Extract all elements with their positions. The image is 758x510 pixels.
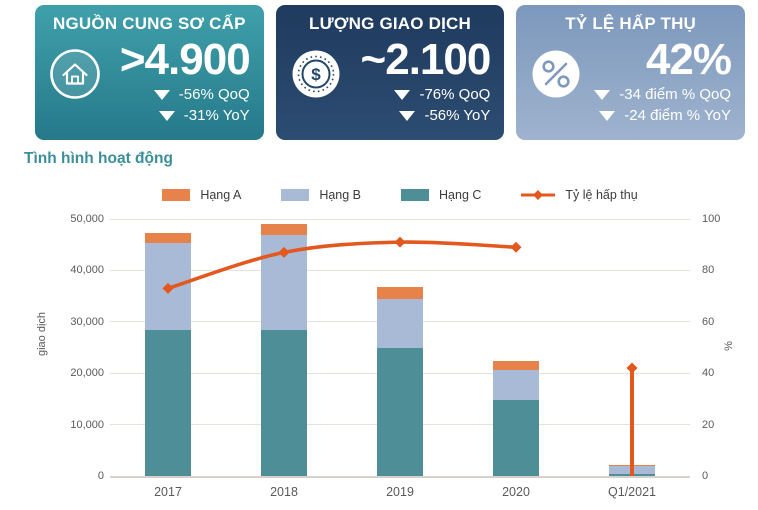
card-value: ~2.100	[360, 35, 492, 84]
kpi-cards: NGUỒN CUNG SƠ CẤP >4.900 -56% QoQ	[35, 5, 746, 140]
legend-line-marker	[521, 190, 556, 200]
x-tick-label: 2018	[270, 485, 298, 499]
decrease-icon	[394, 89, 411, 100]
legend-swatch	[281, 189, 310, 201]
x-tick-label: 2020	[502, 485, 530, 499]
card-change-yoy: -56% YoY	[342, 106, 491, 125]
gridline	[110, 218, 690, 220]
y-tick-left: 20,000	[70, 367, 104, 380]
y-tick-right: 0	[702, 470, 709, 482]
line-marker	[394, 236, 406, 248]
card-change-qoq: -34 điểm % QoQ	[582, 86, 731, 104]
y-tick-right: 80	[702, 264, 715, 277]
decrease-icon	[158, 110, 175, 121]
svg-text:$: $	[311, 65, 321, 84]
section-title: Tình hình hoạt động	[24, 150, 173, 167]
bar-segment-hạng-b	[377, 299, 423, 349]
card-title: TỶ LỆ HẤP THỤ	[565, 14, 697, 33]
bar-segment-hạng-c	[261, 330, 307, 476]
y-tick-left: 50,000	[70, 213, 104, 225]
y-tick-left: 30,000	[70, 315, 104, 328]
bar-segment-hạng-a	[145, 232, 191, 244]
card-title: LƯỢNG GIAO DỊCH	[309, 14, 471, 33]
legend-label: Hạng C	[439, 188, 482, 202]
plot-area	[110, 218, 690, 478]
card-change-label: -76% QoQ	[419, 85, 491, 103]
legend-item-hạng-b: Hạng B	[281, 188, 361, 202]
line-marker	[162, 282, 174, 294]
y-tick-left: 10,000	[70, 418, 104, 431]
card-value: 42%	[645, 35, 732, 84]
line-marker	[510, 241, 522, 253]
y-tick-right: 40	[702, 367, 715, 380]
y-tick-left: 40,000	[70, 264, 104, 277]
y-tick-left: 0	[97, 470, 104, 482]
gridline	[110, 269, 690, 271]
kpi-card-transactions: LƯỢNG GIAO DỊCH $ ~2.100 -76% QoQ	[275, 5, 505, 140]
x-tick-label: 2017	[154, 485, 182, 499]
bar-segment-hạng-c	[493, 399, 539, 476]
bar-segment-hạng-a	[493, 360, 539, 371]
y-tick-right: 20	[702, 418, 715, 431]
y-tick-right: 100	[702, 213, 721, 225]
bar-segment-hạng-a	[377, 287, 423, 300]
line-marker	[626, 362, 638, 374]
card-change-yoy: -31% YoY	[101, 107, 250, 125]
line-marker	[278, 246, 290, 258]
x-tick-label: 2019	[386, 485, 414, 499]
bar-segment-hạng-c	[377, 348, 423, 476]
decrease-icon	[599, 110, 616, 121]
y-axis-left: 0 10,000 20,000 30,000 40,000 50,000	[36, 213, 104, 482]
card-change-yoy: -24 điểm % YoY	[582, 107, 731, 125]
card-change-label: -31% YoY	[183, 106, 250, 124]
legend-item-hạng-c: Hạng C	[401, 188, 481, 202]
legend-swatch	[162, 189, 191, 201]
decrease-icon	[399, 110, 416, 121]
card-change-label: -56% QoQ	[178, 85, 250, 103]
legend-item-hạng-a: Hạng A	[162, 188, 241, 202]
chart-legend: Hạng A Hạng B Hạng C Tỷ lệ hấp thụ	[110, 188, 690, 202]
legend-label: Hạng B	[319, 188, 362, 202]
card-change-label: -34 điểm % QoQ	[619, 85, 732, 103]
legend-item-absorption-rate: Tỷ lệ hấp thụ	[521, 188, 638, 202]
bar-segment-hạng-b	[493, 370, 539, 400]
bar-segment-hạng-c	[145, 330, 191, 476]
card-change-qoq: -56% QoQ	[101, 86, 250, 104]
dollar-coin-icon: $	[290, 48, 342, 100]
house-icon	[49, 48, 101, 100]
kpi-card-primary-supply: NGUỒN CUNG SƠ CẤP >4.900 -56% QoQ	[35, 5, 264, 140]
x-tick-label: Q1/2021	[608, 485, 656, 499]
percent-icon	[530, 48, 582, 100]
y-axis-right: 0 20 40 60 80 100	[702, 213, 742, 482]
card-value: >4.900	[119, 35, 251, 84]
decrease-icon	[594, 89, 611, 100]
bar-segment-hạng-a	[261, 224, 307, 235]
absorption-rate-line	[162, 236, 638, 476]
legend-swatch	[401, 189, 430, 201]
card-change-label: -56% YoY	[424, 106, 491, 124]
decrease-icon	[153, 89, 170, 100]
card-change-qoq: -76% QoQ	[342, 85, 491, 104]
legend-label: Hạng A	[200, 188, 242, 202]
y-tick-right: 60	[702, 315, 715, 328]
card-title: NGUỒN CUNG SƠ CẤP	[53, 14, 246, 33]
legend-label: Tỷ lệ hấp thụ	[565, 188, 638, 202]
kpi-card-absorption-rate: TỶ LỆ HẤP THỤ 42% -34 điểm % QoQ	[516, 5, 746, 140]
x-axis: 2017 2018 2019 2020 Q1/2021	[110, 485, 690, 503]
card-change-label: -24 điểm % YoY	[624, 106, 732, 124]
